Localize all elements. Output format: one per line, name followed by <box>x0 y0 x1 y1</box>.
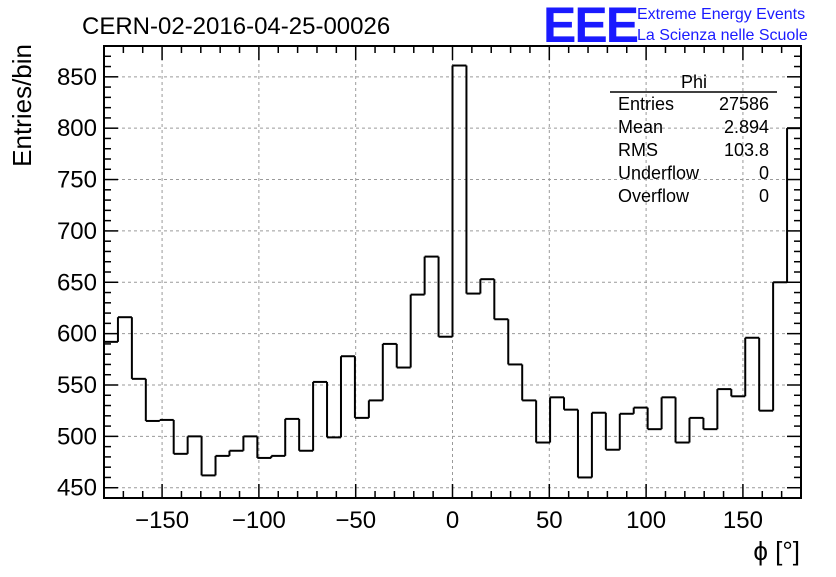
stats-value-underflow: 0 <box>759 163 769 183</box>
x-tick-label: 150 <box>723 507 763 534</box>
histogram-bars <box>104 64 801 479</box>
stats-label-overflow: Overflow <box>618 186 690 206</box>
stats-label-entries: Entries <box>618 94 674 114</box>
y-tick-label: 850 <box>57 64 97 91</box>
stats-value-overflow: 0 <box>759 186 769 206</box>
y-tick-label: 600 <box>57 321 97 348</box>
logo-line2: La Scienza nelle Scuole <box>637 27 808 44</box>
y-tick-label: 650 <box>57 269 97 296</box>
x-tick-label: 100 <box>626 507 666 534</box>
x-tick-label: −150 <box>135 507 189 534</box>
axes: −150 −100 −50 0 50 100 150 450 500 550 600 650 700 75… <box>57 45 802 534</box>
y-tick-label: 750 <box>57 167 97 194</box>
y-tick-label: 450 <box>57 475 97 502</box>
stats-label-mean: Mean <box>618 117 663 137</box>
x-tick-label: 50 <box>536 507 563 534</box>
stats-value-entries: 27586 <box>719 94 769 114</box>
logo-line1: Extreme Energy Events <box>637 6 805 23</box>
y-axis-label: Entries/bin <box>7 44 37 167</box>
logo-mark: EEE <box>543 0 638 53</box>
y-tick-label: 550 <box>57 372 97 399</box>
stats-value-mean: 2.894 <box>724 117 769 137</box>
y-tick-label: 700 <box>57 218 97 245</box>
chart-title: CERN-02-2016-04-25-00026 <box>82 13 390 40</box>
stats-label-underflow: Underflow <box>618 163 700 183</box>
stats-box: Phi Entries 27586 Mean 2.894 RMS 103.8 U… <box>610 72 777 206</box>
y-tick-label: 500 <box>57 423 97 450</box>
x-axis-label: ϕ [°] <box>753 536 800 566</box>
x-tick-label: −100 <box>232 507 286 534</box>
x-tick-label: 0 <box>446 507 459 534</box>
y-tick-label: 800 <box>57 115 97 142</box>
stats-box-title: Phi <box>681 72 707 92</box>
stats-label-rms: RMS <box>618 140 658 160</box>
x-tick-label: −50 <box>335 507 376 534</box>
stats-value-rms: 103.8 <box>724 140 769 160</box>
